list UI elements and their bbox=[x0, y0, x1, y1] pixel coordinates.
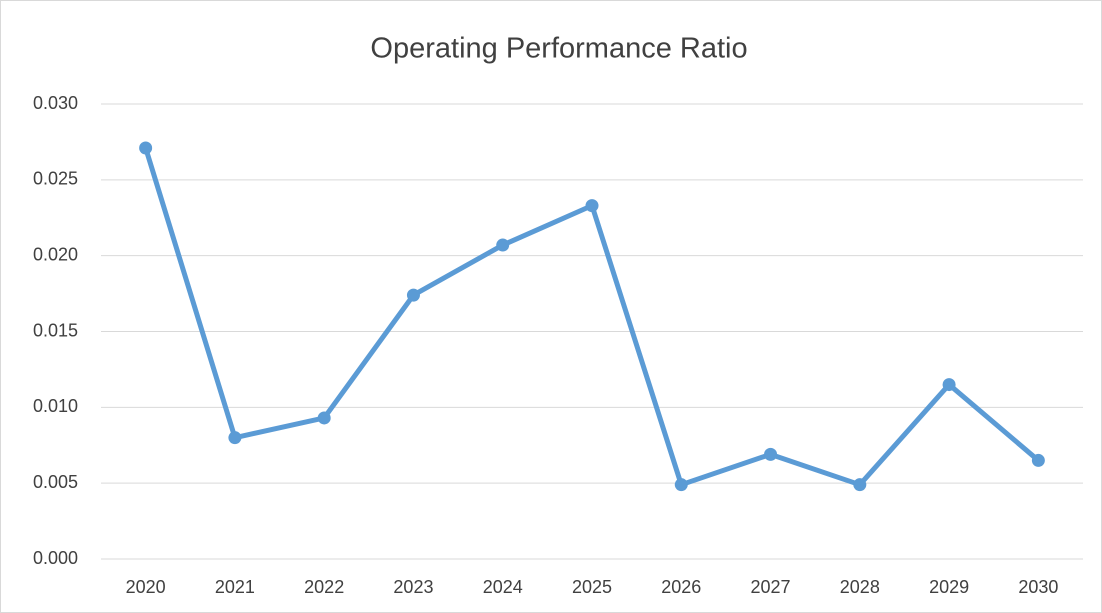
x-tick-label: 2026 bbox=[661, 577, 701, 597]
marker bbox=[853, 478, 867, 492]
marker bbox=[585, 199, 599, 213]
x-tick-label: 2028 bbox=[840, 577, 880, 597]
x-tick-label: 2029 bbox=[929, 577, 969, 597]
x-tick-label: 2021 bbox=[215, 577, 255, 597]
x-tick-label: 2030 bbox=[1018, 577, 1058, 597]
chart-title: Operating Performance Ratio bbox=[370, 33, 747, 65]
x-tick-label: 2023 bbox=[393, 577, 433, 597]
marker bbox=[496, 238, 510, 252]
marker bbox=[406, 288, 420, 302]
marker bbox=[764, 447, 778, 461]
y-tick-label: 0.030 bbox=[33, 93, 78, 113]
x-tick-label: 2027 bbox=[751, 577, 791, 597]
y-tick-label: 0.005 bbox=[33, 472, 78, 492]
marker bbox=[228, 431, 242, 445]
x-tick-label: 2022 bbox=[304, 577, 344, 597]
y-tick-label: 0.020 bbox=[33, 244, 78, 264]
marker bbox=[942, 378, 956, 392]
marker bbox=[317, 411, 331, 425]
x-tick-label: 2025 bbox=[572, 577, 612, 597]
marker bbox=[139, 141, 153, 155]
marker bbox=[1031, 453, 1045, 467]
y-tick-label: 0.025 bbox=[33, 169, 78, 189]
x-tick-label: 2020 bbox=[126, 577, 166, 597]
y-tick-label: 0.000 bbox=[33, 548, 78, 568]
y-tick-label: 0.015 bbox=[33, 320, 78, 340]
y-tick-label: 0.010 bbox=[33, 396, 78, 416]
x-tick-label: 2024 bbox=[483, 577, 523, 597]
marker bbox=[674, 478, 688, 492]
